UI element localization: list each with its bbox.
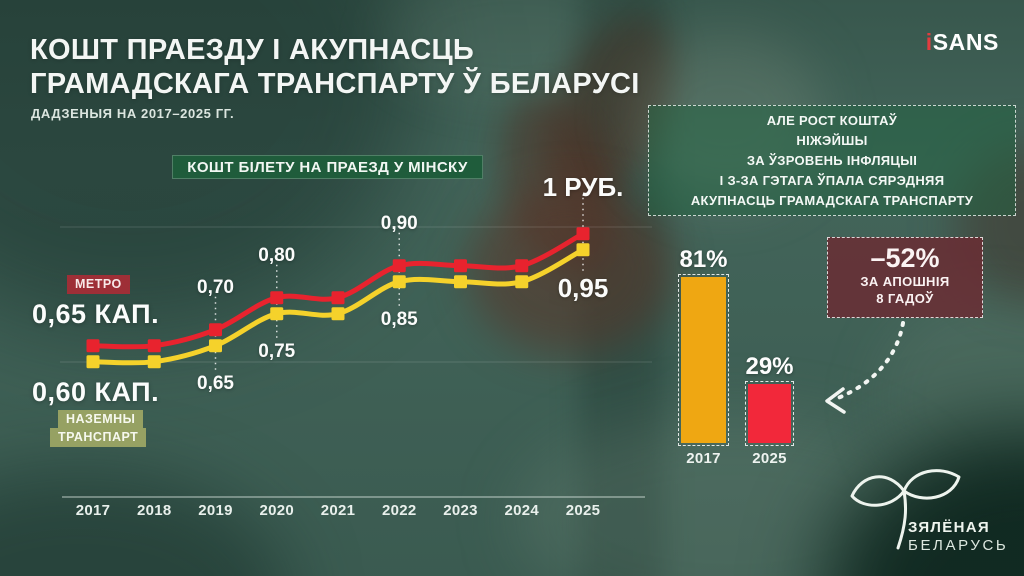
year-label-2022: 2022 xyxy=(381,502,417,519)
year-label-2020: 2020 xyxy=(259,502,295,519)
point-metro-2025 xyxy=(576,227,590,241)
point-metro-2019 xyxy=(209,323,222,337)
page-title-line-1: КОШТ ПРАЕЗДУ І АКУПНАСЦЬ xyxy=(30,34,475,66)
page-subtitle: ДАДЗЕНЫЯ НА 2017–2025 ГГ. xyxy=(31,106,235,121)
point-ground-2021 xyxy=(331,307,345,321)
bg-blob-brown-arc-2 xyxy=(478,78,637,292)
point-metro-2018 xyxy=(147,339,161,353)
bar-2025-category: 2025 xyxy=(752,450,787,467)
metro-start-price-label: 0,65 КАП. xyxy=(32,299,160,329)
green-belarus-logo-line1: ЗЯЛЁНАЯ xyxy=(908,519,990,536)
point-label-metro-2025: 1 РУБ. xyxy=(542,171,624,202)
point-ground-2019 xyxy=(209,339,222,353)
point-label-ground-2022: 0,85 xyxy=(380,308,418,330)
point-metro-2020 xyxy=(270,291,284,305)
year-label-2018: 2018 xyxy=(136,502,172,519)
green-belarus-logo-line2: БЕЛАРУСЬ xyxy=(908,537,1009,554)
point-label-ground-2020: 0,75 xyxy=(258,340,296,362)
page-title-line-2: ГРАМАДСКАГА ТРАНСПАРТУ Ў БЕЛАРУСІ xyxy=(30,68,640,100)
bar-2025-value: 29% xyxy=(745,352,794,380)
isans-logo-sans: SANS xyxy=(932,29,999,55)
legend-badge-ground-1: НАЗЕМНЫ xyxy=(58,410,144,429)
point-ground-2018 xyxy=(147,355,161,369)
bar-2017 xyxy=(678,274,729,446)
bg-blob-dark-bottomleft xyxy=(0,470,290,576)
bar-2017-category: 2017 xyxy=(686,450,721,467)
arrow-dashed-curve xyxy=(836,321,905,400)
chart-title-badge: КОШТ БІЛЕТУ НА ПРАЕЗД У МІНСКУ xyxy=(172,155,483,179)
point-label-ground-2025: 0,95 xyxy=(557,272,609,303)
legend-badge-ground-2: ТРАНСПАРТ xyxy=(50,428,147,447)
line-ground xyxy=(90,247,586,366)
year-label-2025: 2025 xyxy=(565,502,601,519)
point-ground-2017 xyxy=(86,355,100,369)
drop-52-line3: 8 ГАДОЎ xyxy=(876,291,934,306)
arrow-head-icon xyxy=(825,387,846,414)
point-label-metro-2020: 0,80 xyxy=(258,244,296,266)
point-ground-2025 xyxy=(576,243,590,257)
line-metro xyxy=(90,231,586,350)
point-metro-2023 xyxy=(454,259,467,273)
bg-blob-brown-arc-3 xyxy=(468,185,673,355)
point-label-metro-2019: 0,70 xyxy=(197,276,234,298)
point-ground-2024 xyxy=(515,275,529,289)
year-label-2024: 2024 xyxy=(504,502,540,519)
drop-52-line2: ЗА АПОШНІЯ xyxy=(860,274,950,289)
inflation-note-box: АЛЕ РОСТ КОШТАЎ НІЖЭЙШЫ ЗА ЎЗРОВЕНЬ ІНФЛ… xyxy=(648,105,1016,216)
point-metro-2017 xyxy=(86,339,100,353)
year-label-2021: 2021 xyxy=(320,502,356,519)
point-metro-2024 xyxy=(515,259,529,273)
point-ground-2020 xyxy=(270,307,284,321)
year-label-2019: 2019 xyxy=(198,502,233,519)
ground-start-price-label: 0,60 КАП. xyxy=(32,377,160,407)
point-metro-2021 xyxy=(331,291,345,305)
bar-2017-value: 81% xyxy=(679,246,728,273)
point-metro-2022 xyxy=(392,259,406,273)
isans-logo: iSANS xyxy=(926,29,999,56)
drop-52-value: –52% xyxy=(870,243,940,273)
point-ground-2022 xyxy=(392,275,406,289)
bar-2025 xyxy=(745,380,794,447)
year-label-2023: 2023 xyxy=(443,502,478,519)
legend-badge-metro: МЕТРО xyxy=(67,275,130,294)
point-ground-2023 xyxy=(454,275,467,289)
year-label-2017: 2017 xyxy=(75,502,111,519)
point-label-metro-2022: 0,90 xyxy=(380,212,418,234)
isans-logo-i: i xyxy=(925,29,933,55)
drop-52-badge: –52% ЗА АПОШНІЯ 8 ГАДОЎ xyxy=(827,237,983,318)
point-label-ground-2019: 0,65 xyxy=(197,372,234,394)
sprout-leaves-icon xyxy=(850,469,961,550)
